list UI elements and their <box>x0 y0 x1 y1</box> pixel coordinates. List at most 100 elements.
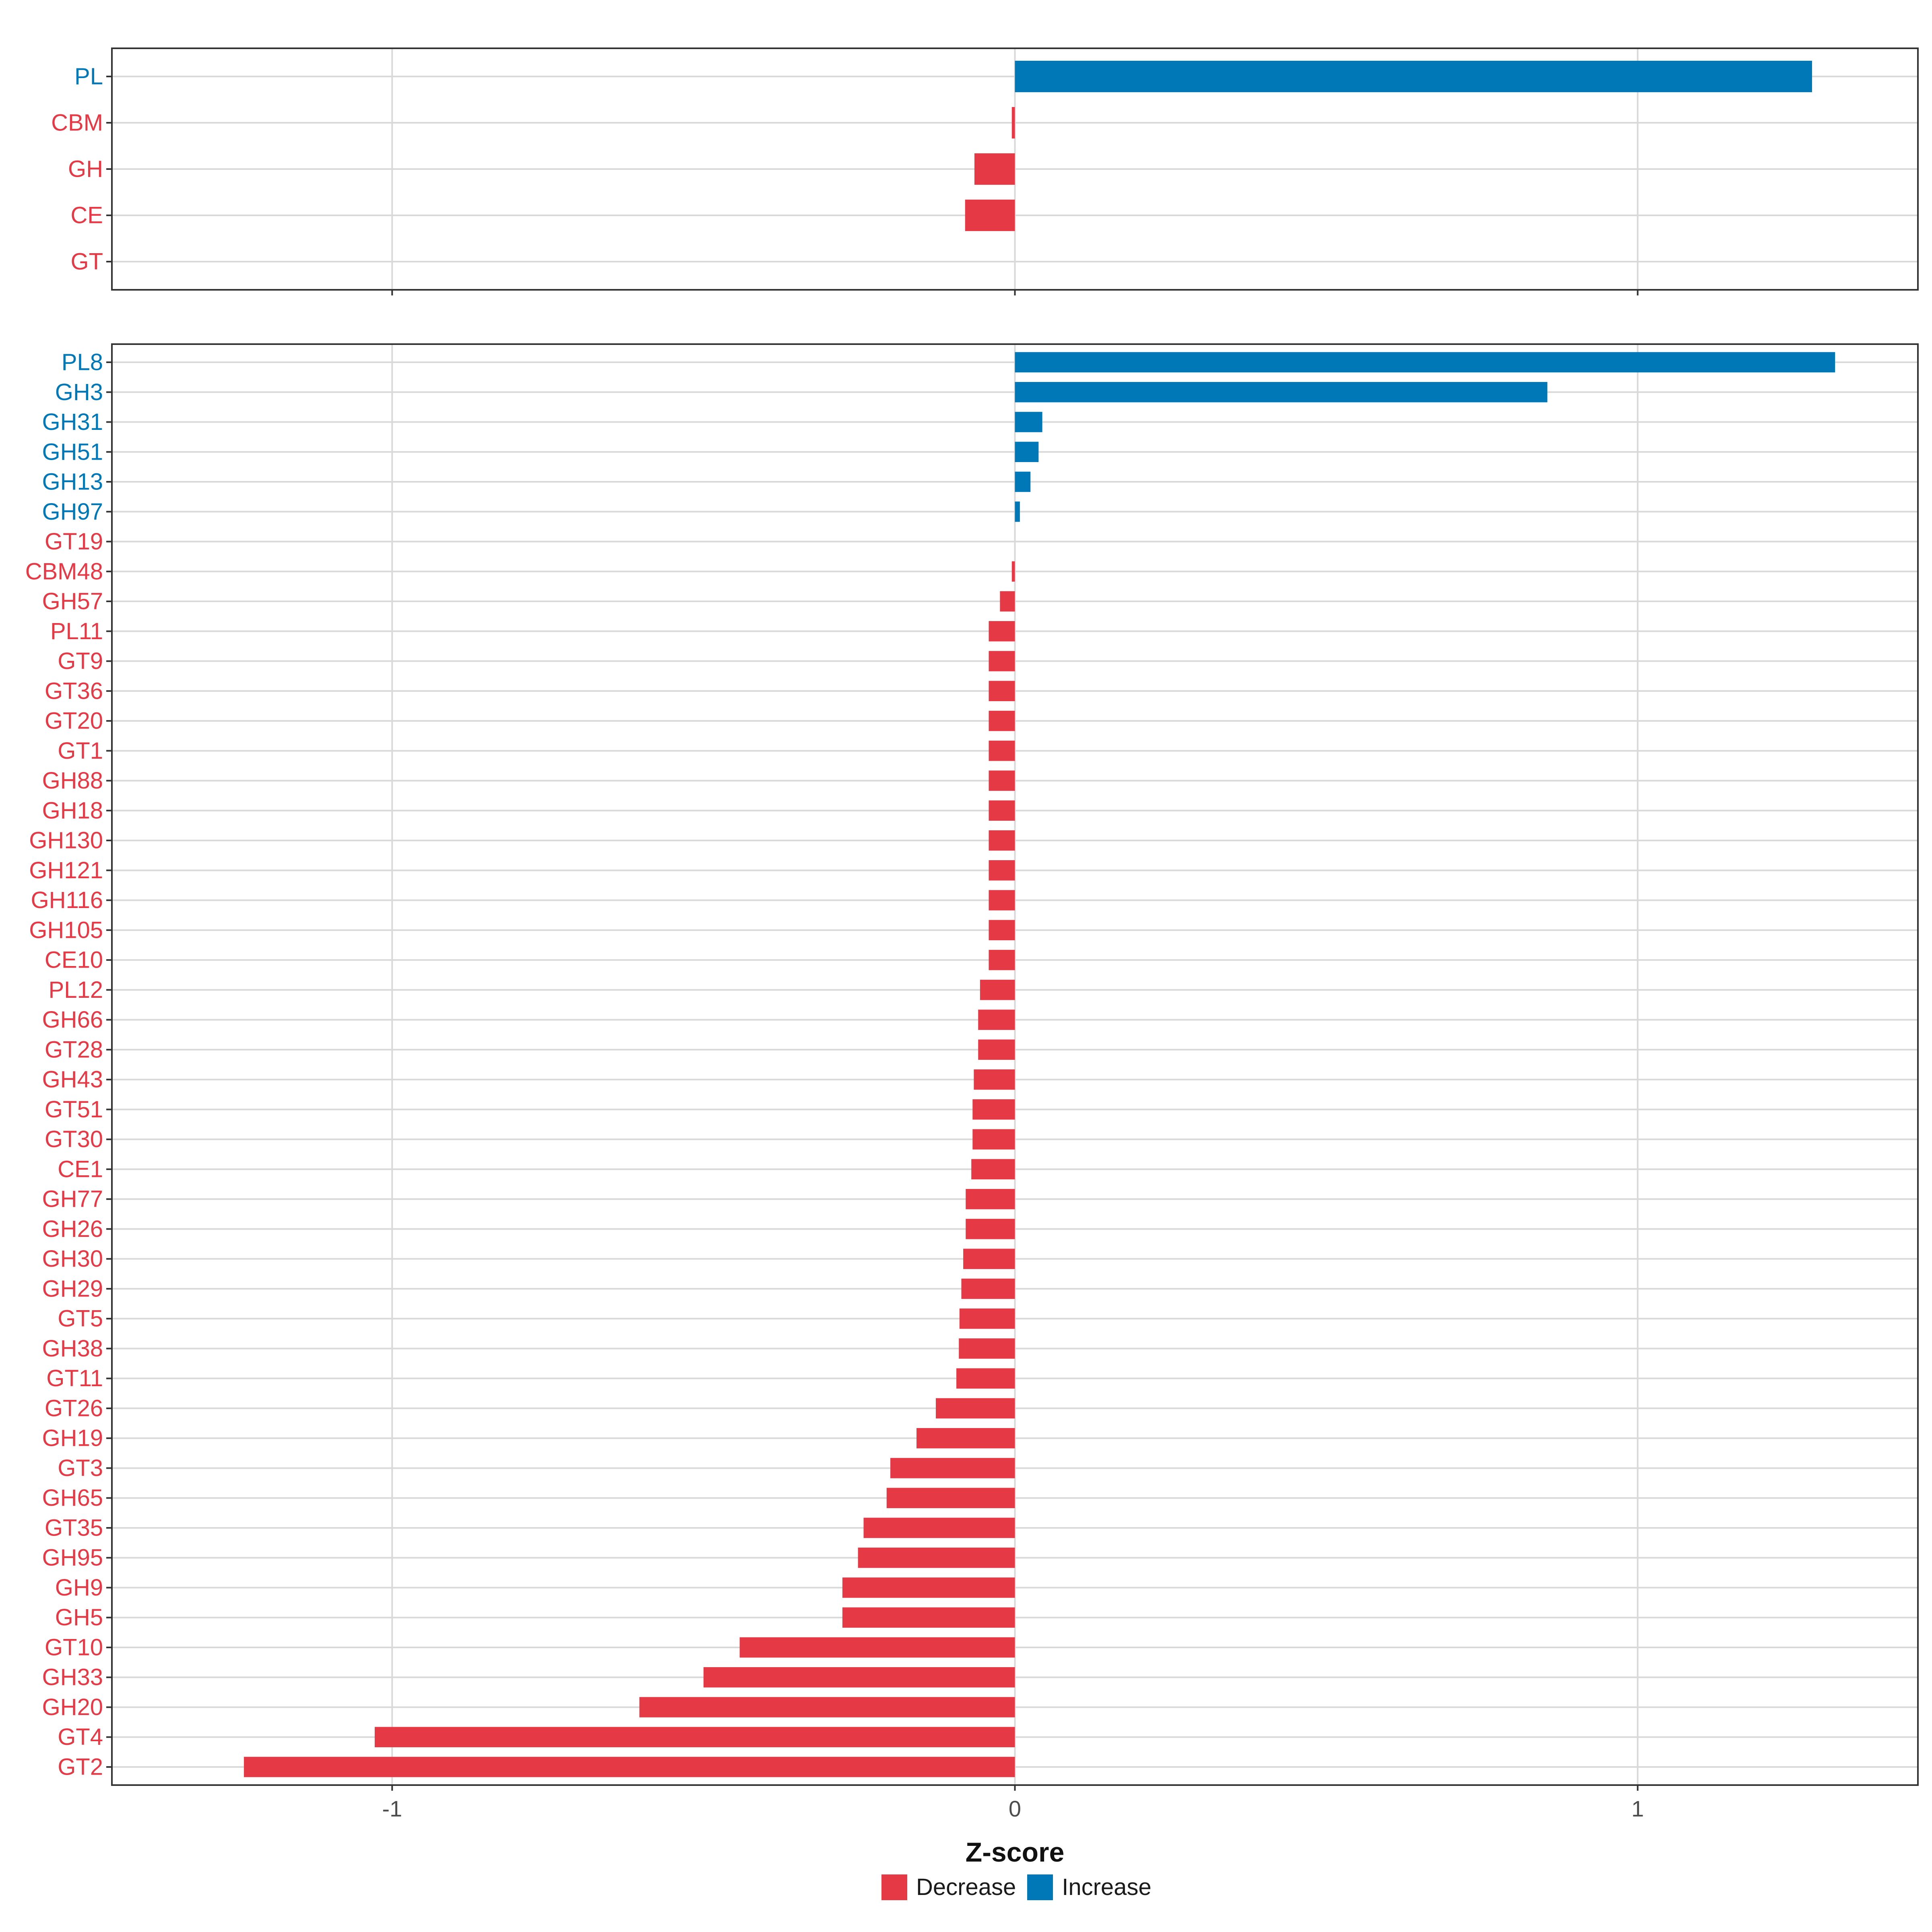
ytick-label-GT3: GT3 <box>58 1455 103 1481</box>
ytick-label-GT19: GT19 <box>45 528 103 555</box>
ytick-label-CBM48: CBM48 <box>25 558 103 584</box>
bar-GT1 <box>989 741 1015 761</box>
bar-GH38 <box>959 1338 1015 1359</box>
legend-key-decrease <box>881 1874 907 1900</box>
ytick-label-GH88: GH88 <box>42 768 103 794</box>
bar-GH30 <box>963 1249 1015 1269</box>
ytick-label-GT11: GT11 <box>46 1365 103 1391</box>
bar-CE <box>965 199 1015 231</box>
bar-GT2 <box>244 1757 1015 1777</box>
bar-GH31 <box>1015 412 1042 432</box>
bar-GH88 <box>989 770 1015 791</box>
ytick-label-GT20: GT20 <box>45 708 103 734</box>
ytick-label-GH77: GH77 <box>42 1186 103 1212</box>
bar-GH116 <box>989 890 1015 910</box>
legend-item-decrease: Decrease <box>881 1874 1016 1901</box>
bar-GT10 <box>739 1637 1015 1658</box>
bar-GT3 <box>890 1458 1015 1478</box>
bar-GT35 <box>863 1517 1015 1538</box>
ytick-label-CE: CE <box>70 202 103 229</box>
bar-GT9 <box>989 651 1015 671</box>
bar-GH121 <box>989 860 1015 881</box>
ytick-label-GH33: GH33 <box>42 1664 103 1690</box>
ytick-label-GT2: GT2 <box>58 1754 103 1780</box>
ytick-label-GH29: GH29 <box>42 1276 103 1302</box>
xtick-label-0: -1 <box>382 1796 402 1821</box>
legend-key-increase <box>1027 1874 1053 1900</box>
ytick-label-GH38: GH38 <box>42 1335 103 1362</box>
ytick-label-GH57: GH57 <box>42 588 103 615</box>
bar-GH29 <box>961 1278 1015 1299</box>
ytick-label-GT1: GT1 <box>58 738 103 764</box>
ytick-label-PL11: PL11 <box>50 618 103 644</box>
bar-PL <box>1015 60 1812 93</box>
ytick-label-GH130: GH130 <box>29 828 103 854</box>
ytick-label-GH19: GH19 <box>42 1425 103 1451</box>
ytick-label-GT30: GT30 <box>45 1126 103 1152</box>
ytick-label-PL8: PL8 <box>62 349 103 376</box>
ytick-label-GH: GH <box>68 156 103 182</box>
bar-PL12 <box>980 980 1015 1000</box>
ytick-label-GH65: GH65 <box>42 1485 103 1511</box>
ytick-label-GH51: GH51 <box>42 439 103 465</box>
bar-CBM <box>1011 107 1015 139</box>
ytick-label-CE10: CE10 <box>45 947 103 973</box>
ytick-label-GH31: GH31 <box>42 409 103 435</box>
ytick-label-GT: GT <box>70 249 103 275</box>
bar-GH13 <box>1015 471 1031 492</box>
ytick-label-GH5: GH5 <box>55 1604 103 1631</box>
bar-GH18 <box>989 800 1015 821</box>
bar-GT36 <box>989 681 1015 702</box>
ytick-label-GH116: GH116 <box>31 887 103 913</box>
ytick-label-GT35: GT35 <box>45 1515 103 1541</box>
ytick-label-GH26: GH26 <box>42 1216 103 1242</box>
legend-label-increase: Increase <box>1062 1874 1152 1900</box>
bar-GH9 <box>842 1577 1015 1598</box>
bar-GH77 <box>966 1189 1015 1210</box>
ytick-label-GT26: GT26 <box>45 1395 103 1421</box>
bar-PL8 <box>1015 352 1835 373</box>
legend: Decrease Increase <box>881 1874 1163 1901</box>
ytick-label-GT4: GT4 <box>58 1724 103 1750</box>
bar-CE10 <box>989 949 1015 970</box>
ytick-label-GH3: GH3 <box>55 379 103 405</box>
bar-GH26 <box>966 1219 1015 1239</box>
ytick-label-GH105: GH105 <box>29 917 103 943</box>
ytick-label-GH18: GH18 <box>42 797 103 824</box>
bar-GT26 <box>936 1398 1015 1419</box>
ytick-label-GH20: GH20 <box>42 1694 103 1720</box>
bar-GT20 <box>989 710 1015 731</box>
ytick-label-GT5: GT5 <box>58 1306 103 1332</box>
x-axis-title: Z-score <box>966 1837 1065 1868</box>
bar-GH57 <box>1000 591 1015 612</box>
bar-GT30 <box>972 1129 1015 1150</box>
bar-GH65 <box>886 1488 1015 1508</box>
ytick-label-GH9: GH9 <box>55 1575 103 1601</box>
bar-GH105 <box>989 920 1015 941</box>
ytick-label-PL: PL <box>74 64 103 90</box>
bar-GH5 <box>842 1607 1015 1628</box>
bar-GH43 <box>974 1069 1015 1090</box>
bar-GH33 <box>703 1667 1015 1688</box>
xtick-label-2: 1 <box>1631 1796 1644 1821</box>
bar-GT28 <box>978 1039 1015 1060</box>
ytick-label-GH13: GH13 <box>42 469 103 495</box>
ytick-label-GH121: GH121 <box>29 857 103 883</box>
bar-GH66 <box>978 1009 1015 1030</box>
xtick-label-1: 0 <box>1009 1796 1021 1821</box>
bar-PL11 <box>989 621 1015 642</box>
ytick-label-GH43: GH43 <box>42 1067 103 1093</box>
ytick-label-GH30: GH30 <box>42 1246 103 1272</box>
bar-GH3 <box>1015 382 1548 402</box>
bar-GT11 <box>956 1368 1015 1389</box>
ytick-label-GT9: GT9 <box>58 648 103 674</box>
ytick-label-GT51: GT51 <box>45 1096 103 1123</box>
bar-GT5 <box>959 1308 1015 1329</box>
bar-GH97 <box>1015 502 1020 522</box>
bar-GH19 <box>916 1428 1015 1449</box>
ytick-label-PL12: PL12 <box>49 977 103 1003</box>
bar-GH20 <box>639 1697 1015 1717</box>
ytick-label-GT36: GT36 <box>45 678 103 704</box>
bar-GH <box>974 153 1015 185</box>
